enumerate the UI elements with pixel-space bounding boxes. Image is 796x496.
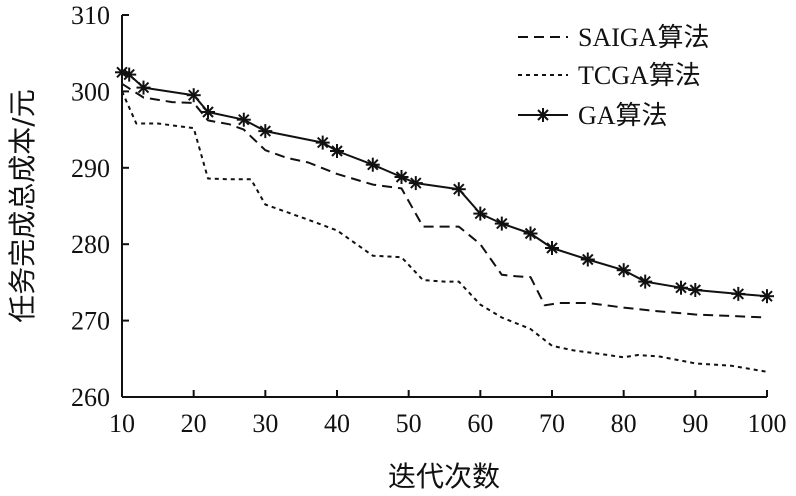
x-tick-label: 40 [324,409,350,438]
y-tick-label: 300 [71,77,110,106]
data-point-ga [451,182,466,197]
legend-star-marker-ga [536,108,550,122]
data-point-ga [186,88,201,103]
series-layer [115,65,774,373]
data-point-ga [638,274,653,289]
y-tick-label: 280 [71,230,110,259]
x-tick-label: 70 [539,409,565,438]
data-point-ga [545,241,559,255]
data-point-ga [365,157,380,172]
data-point-ga [236,112,251,127]
legend-label-ga: GA算法 [578,101,668,130]
x-axis-title: 迭代次数 [388,460,500,493]
data-point-ga [616,263,631,278]
ticks-layer: 10 20 30 40 50 60 70 80 90 100 260 270 280 290 300 310 [71,1,787,438]
y-tick-label: 260 [71,383,110,412]
data-point-ga [315,135,330,150]
x-tick-label: 60 [467,409,493,438]
data-point-ga [494,216,509,231]
series-line-saiga [121,82,768,319]
data-point-ga [136,80,151,95]
data-point-ga [760,289,774,304]
x-tick-label: 90 [682,409,708,438]
data-point-ga [258,124,273,139]
data-point-ga [473,206,488,221]
y-tick-label: 310 [71,1,110,30]
data-point-ga [731,286,746,301]
data-point-ga [523,226,538,241]
data-point-ga [688,283,703,297]
y-tick-label: 290 [71,154,110,183]
x-tick-label: 30 [252,409,278,438]
data-point-ga [674,280,688,295]
x-tick-label: 50 [396,409,422,438]
data-point-ga [330,144,344,158]
x-tick-label: 10 [109,409,135,438]
legend-label-tcga: TCGA算法 [578,61,701,90]
legend: SAIGA算法 TCGA算法 GA算法 [518,23,709,130]
data-point-ga [408,176,423,191]
y-tick-label: 270 [71,307,110,336]
legend-label-saiga: SAIGA算法 [578,23,709,52]
y-axis-title: 任务完成总成本/元 [6,89,39,322]
series-line-ga [121,71,768,298]
data-point-ga [201,105,215,119]
x-tick-label: 100 [748,409,787,438]
series-line-tcga [121,90,768,373]
data-point-ga [580,252,595,267]
x-tick-label: 80 [611,409,637,438]
data-point-ga [122,67,137,82]
x-tick-label: 20 [181,409,207,438]
data-point-ga [394,170,409,184]
